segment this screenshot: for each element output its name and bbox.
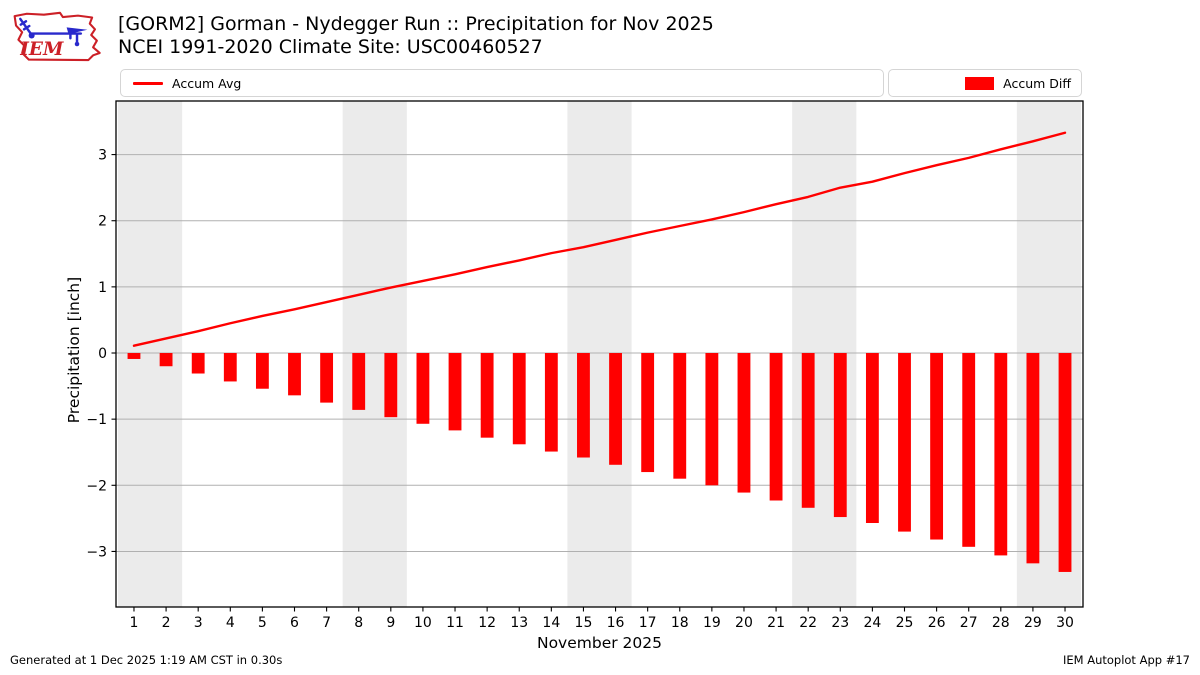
y-tick-label: −1 bbox=[86, 412, 107, 428]
x-axis: 1 2 3 4 5 6 7 8 9 10 11 12 13 14 15 16 17 18 19 20 21 22 23 24 2… bbox=[130, 607, 1074, 631]
bar-day-30 bbox=[1058, 353, 1072, 572]
title-block: [GORM2] Gorman - Nydegger Run :: Precipi… bbox=[118, 13, 714, 58]
bar-day-24 bbox=[865, 353, 879, 523]
bar-day-7 bbox=[320, 353, 334, 403]
x-tick-label: 8 bbox=[354, 615, 363, 631]
bar-day-19 bbox=[705, 353, 719, 486]
logo-iem-text: IEM bbox=[19, 39, 64, 60]
bar-day-8 bbox=[352, 353, 366, 410]
bar-day-21 bbox=[769, 353, 783, 501]
bar-day-9 bbox=[384, 353, 398, 418]
y-axis: −3 −2 −1 0 1 2 3 bbox=[86, 148, 116, 560]
logo-iowa-outline-icon bbox=[13, 11, 101, 62]
bar-day-17 bbox=[641, 353, 655, 473]
bar-day-28 bbox=[994, 353, 1008, 556]
legend-accum-diff: Accum Diff bbox=[888, 69, 1082, 97]
x-tick-label: 14 bbox=[542, 615, 560, 631]
x-tick-label: 7 bbox=[322, 615, 331, 631]
legend-line-swatch bbox=[133, 81, 163, 85]
x-tick-label: 12 bbox=[478, 615, 496, 631]
x-tick-label: 9 bbox=[386, 615, 395, 631]
x-tick-label: 24 bbox=[863, 615, 881, 631]
x-tick-label: 6 bbox=[290, 615, 299, 631]
x-tick-label: 4 bbox=[226, 615, 235, 631]
legend-accum-avg-label: Accum Avg bbox=[172, 75, 242, 91]
x-tick-label: 25 bbox=[896, 615, 914, 631]
x-tick-label: 26 bbox=[928, 615, 946, 631]
footer-generated-text: Generated at 1 Dec 2025 1:19 AM CST in 0… bbox=[10, 653, 283, 667]
bar-day-1 bbox=[127, 353, 141, 359]
iem-logo: IEM bbox=[13, 11, 101, 62]
x-tick-label: 11 bbox=[446, 615, 464, 631]
x-tick-label: 16 bbox=[607, 615, 625, 631]
y-tick-label: 1 bbox=[98, 280, 107, 296]
bar-day-13 bbox=[512, 353, 526, 445]
bar-day-14 bbox=[544, 353, 558, 452]
gridlines bbox=[116, 154, 1083, 552]
x-tick-label: 23 bbox=[831, 615, 849, 631]
x-axis-label: November 2025 bbox=[537, 634, 662, 652]
page-title: [GORM2] Gorman - Nydegger Run :: Precipi… bbox=[118, 13, 714, 35]
x-tick-label: 27 bbox=[960, 615, 978, 631]
x-tick-label: 10 bbox=[414, 615, 432, 631]
y-axis-label: Precipitation [inch] bbox=[65, 277, 83, 423]
bar-day-26 bbox=[930, 353, 944, 540]
x-tick-label: 28 bbox=[992, 615, 1010, 631]
bar-day-27 bbox=[962, 353, 976, 547]
bar-day-11 bbox=[448, 353, 462, 431]
bar-day-18 bbox=[673, 353, 687, 479]
y-tick-label: 0 bbox=[98, 346, 107, 362]
logo-weather-vane-icon bbox=[19, 17, 88, 47]
bar-day-29 bbox=[1026, 353, 1040, 564]
x-tick-label: 21 bbox=[767, 615, 785, 631]
bar-day-4 bbox=[223, 353, 237, 382]
x-tick-label: 22 bbox=[799, 615, 817, 631]
accum-avg-line bbox=[132, 131, 1067, 347]
bar-day-12 bbox=[480, 353, 494, 438]
footer-app-text: IEM Autoplot App #17 bbox=[1062, 653, 1190, 667]
y-tick-label: 3 bbox=[98, 148, 107, 164]
x-tick-label: 18 bbox=[671, 615, 689, 631]
x-tick-label: 19 bbox=[703, 615, 721, 631]
page-subtitle: NCEI 1991-2020 Climate Site: USC00460527 bbox=[118, 35, 543, 58]
bar-day-2 bbox=[159, 353, 173, 367]
bar-day-5 bbox=[255, 353, 269, 389]
x-tick-label: 1 bbox=[130, 615, 139, 631]
legend-bar-swatch bbox=[965, 76, 995, 90]
x-tick-label: 15 bbox=[575, 615, 593, 631]
x-tick-label: 20 bbox=[735, 615, 753, 631]
x-tick-label: 3 bbox=[194, 615, 203, 631]
bar-day-15 bbox=[577, 353, 590, 458]
bar-day-10 bbox=[416, 353, 430, 424]
x-tick-label: 30 bbox=[1056, 615, 1074, 631]
bar-day-6 bbox=[288, 353, 301, 396]
x-tick-label: 5 bbox=[258, 615, 267, 631]
y-tick-label: 2 bbox=[98, 214, 107, 230]
legend-accum-avg: Accum Avg bbox=[120, 69, 884, 97]
bar-day-16 bbox=[609, 353, 622, 465]
bar-day-20 bbox=[737, 353, 751, 493]
x-tick-label: 17 bbox=[639, 615, 657, 631]
bar-day-23 bbox=[833, 353, 847, 518]
bar-day-22 bbox=[801, 353, 815, 508]
legend-accum-diff-label: Accum Diff bbox=[1003, 75, 1071, 91]
bar-day-25 bbox=[898, 353, 911, 532]
y-tick-label: −3 bbox=[86, 544, 107, 560]
x-tick-label: 29 bbox=[1024, 615, 1042, 631]
x-tick-label: 2 bbox=[162, 615, 171, 631]
bar-day-3 bbox=[191, 353, 205, 374]
plot-border bbox=[115, 100, 1084, 608]
accum-diff-bars bbox=[127, 353, 1072, 572]
x-tick-label: 13 bbox=[510, 615, 528, 631]
y-tick-label: −2 bbox=[86, 478, 107, 494]
